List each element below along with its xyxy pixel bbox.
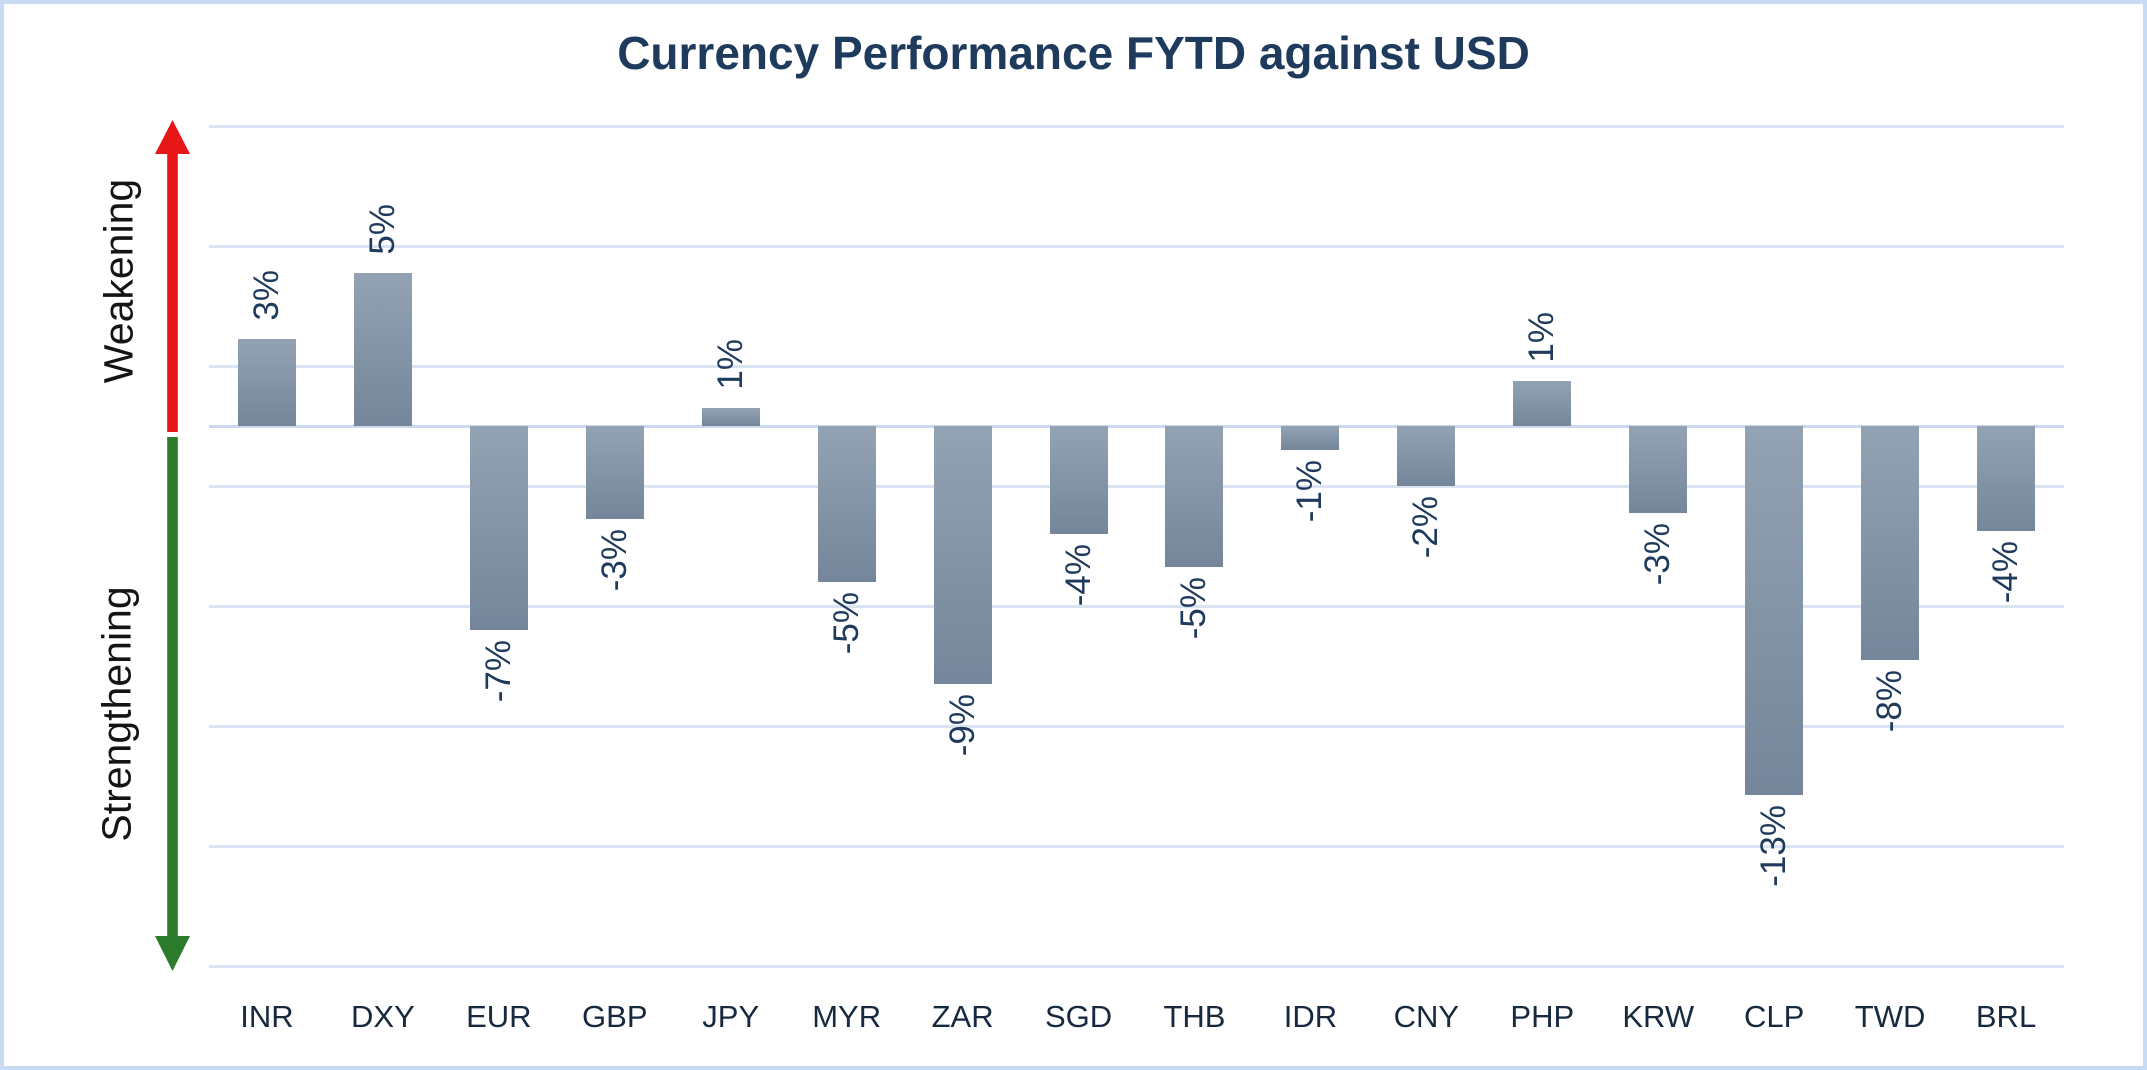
data-label-brl: -4%: [1986, 541, 2026, 604]
gridline: [209, 604, 2064, 608]
x-axis-label-zar: ZAR: [931, 999, 994, 1034]
x-axis-label-sgd: SGD: [1044, 999, 1113, 1034]
data-label-gbp: -3%: [594, 529, 634, 592]
weakening-arrow-icon: [155, 120, 190, 432]
data-label-cny: -2%: [1406, 496, 1446, 559]
gridline: [209, 124, 2064, 128]
weakening-axis-label: Weakening: [95, 178, 142, 384]
x-axis-label-idr: IDR: [1283, 999, 1338, 1034]
bar-dxy: [353, 273, 412, 426]
x-axis-label-gbp: GBP: [582, 999, 648, 1034]
data-label-jpy: 1%: [710, 339, 750, 390]
gridline: [209, 844, 2064, 848]
chart-title: Currency Performance FYTD against USD: [617, 27, 1530, 79]
gridline: [209, 244, 2064, 248]
data-label-twd: -8%: [1870, 670, 1910, 733]
x-axis-label-krw: KRW: [1622, 999, 1695, 1034]
bar-krw: [1629, 426, 1688, 513]
data-label-krw: -3%: [1638, 523, 1678, 586]
x-axis-label-inr: INR: [240, 999, 294, 1034]
bar-eur: [469, 426, 528, 630]
x-axis-label-cny: CNY: [1393, 999, 1460, 1034]
direction-arrows: [155, 120, 190, 971]
bar-inr: [237, 339, 296, 426]
bar-cny: [1397, 426, 1456, 486]
bar-php: [1513, 381, 1572, 426]
strengthening-axis-label: Strengthening: [93, 586, 140, 842]
zero-axis-line: [209, 424, 2064, 428]
data-label-clp: -13%: [1754, 805, 1794, 887]
gridline: [209, 364, 2064, 368]
x-axis-label-thb: THB: [1163, 999, 1226, 1034]
strengthening-arrow-icon: [155, 437, 190, 971]
bar-thb: [1165, 426, 1224, 567]
bar-idr: [1281, 426, 1340, 450]
x-axis-label-jpy: JPY: [702, 999, 760, 1034]
data-label-sgd: -4%: [1058, 544, 1098, 607]
bar-sgd: [1049, 426, 1108, 534]
x-axis-label-brl: BRL: [1975, 999, 2037, 1034]
gridline: [209, 724, 2064, 728]
bar-jpy: [701, 408, 760, 426]
data-label-inr: 3%: [246, 270, 286, 321]
bar-brl: [1977, 426, 2036, 531]
data-label-php: 1%: [1522, 312, 1562, 363]
data-label-dxy: 5%: [362, 204, 402, 255]
gridline: [209, 484, 2064, 488]
data-label-zar: -9%: [942, 694, 982, 757]
data-label-thb: -5%: [1174, 577, 1214, 640]
x-axis-label-twd: TWD: [1854, 999, 1926, 1034]
data-label-myr: -5%: [826, 592, 866, 655]
gridline: [209, 964, 2064, 968]
bar-myr: [817, 426, 876, 582]
x-axis-label-dxy: DXY: [351, 999, 415, 1034]
x-axis-label-clp: CLP: [1744, 999, 1805, 1034]
bar-twd: [1861, 426, 1920, 660]
x-axis-label-php: PHP: [1510, 999, 1575, 1034]
data-label-eur: -7%: [478, 640, 518, 703]
bar-gbp: [585, 426, 644, 519]
bar-clp: [1745, 426, 1804, 795]
x-axis-label-myr: MYR: [812, 999, 882, 1034]
x-axis-label-eur: EUR: [466, 999, 532, 1034]
data-label-idr: -1%: [1290, 460, 1330, 523]
bar-zar: [933, 426, 992, 684]
